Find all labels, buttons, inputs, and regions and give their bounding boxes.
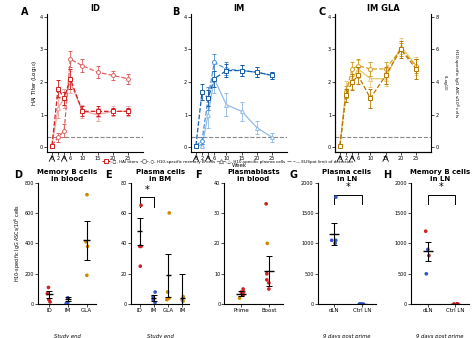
Point <box>179 294 187 299</box>
Point <box>84 244 91 249</box>
Point <box>165 210 173 216</box>
Point <box>265 286 273 292</box>
Point <box>163 297 171 302</box>
Y-axis label: H10-specific IgG ASCs/10$^6$ cells
(Log$_{10}$): H10-specific IgG ASCs/10$^6$ cells (Log$… <box>441 48 461 118</box>
Point <box>422 271 430 276</box>
Y-axis label: H10-specific IgG ASCs/10$^6$ cells: H10-specific IgG ASCs/10$^6$ cells <box>13 204 23 283</box>
Text: *: * <box>439 182 444 192</box>
Point <box>165 295 173 301</box>
Point <box>137 244 145 249</box>
Point <box>358 301 366 307</box>
Point <box>332 194 340 200</box>
Title: ID: ID <box>91 4 100 13</box>
Point <box>63 301 70 306</box>
Point <box>239 286 247 292</box>
Point <box>239 292 247 298</box>
Point <box>45 297 53 302</box>
Point <box>83 272 91 278</box>
Point <box>136 244 144 249</box>
Point <box>454 301 462 307</box>
Point <box>178 297 186 302</box>
Point <box>332 238 339 243</box>
Point <box>151 300 159 306</box>
Point <box>83 192 91 197</box>
Point <box>46 299 54 305</box>
Point <box>45 285 52 290</box>
Point <box>356 301 363 307</box>
Text: F: F <box>195 170 202 180</box>
Point <box>425 253 433 258</box>
Title: Plasma cells
in LN: Plasma cells in LN <box>322 169 372 182</box>
Point <box>240 289 247 295</box>
Text: B: B <box>172 7 180 17</box>
Point <box>356 301 364 307</box>
Point <box>424 247 432 252</box>
Text: *: * <box>346 182 351 192</box>
Point <box>137 202 145 208</box>
Legend: -□- HAI titers, -○- H10-specific memory B cells, -△- H10-specific plasma cells, : -□- HAI titers, -○- H10-specific memory … <box>100 158 355 165</box>
Point <box>265 280 273 286</box>
Title: Memory B cells
in blood: Memory B cells in blood <box>37 169 97 182</box>
Point <box>149 297 157 302</box>
Point <box>64 295 72 300</box>
Point <box>331 241 339 246</box>
Point <box>263 271 271 276</box>
Point <box>450 301 458 307</box>
Point <box>262 201 270 207</box>
Point <box>360 301 367 307</box>
Title: IM: IM <box>234 4 245 13</box>
Point <box>137 264 144 269</box>
Text: *: * <box>145 185 149 195</box>
Text: Study end: Study end <box>54 334 81 338</box>
Point <box>82 239 90 245</box>
Title: Memory B cells
in LN: Memory B cells in LN <box>410 169 470 182</box>
Y-axis label: HAI Titer (Log$_{10}$): HAI Titer (Log$_{10}$) <box>30 59 39 106</box>
Point <box>453 301 461 307</box>
Point <box>179 298 187 304</box>
Point <box>328 238 336 243</box>
Text: D: D <box>15 170 23 180</box>
Title: Plasmablasts
in blood: Plasmablasts in blood <box>227 169 280 182</box>
Point <box>237 289 245 295</box>
Point <box>151 289 159 295</box>
Point <box>44 291 51 296</box>
Point <box>263 277 271 283</box>
Text: A: A <box>20 7 28 17</box>
Point <box>236 295 244 301</box>
X-axis label: Week: Week <box>232 163 247 168</box>
Point <box>164 289 172 295</box>
Point <box>422 228 429 234</box>
Point <box>64 296 72 301</box>
Text: H: H <box>383 170 391 180</box>
Text: E: E <box>105 170 111 180</box>
Title: IM GLA: IM GLA <box>367 4 400 13</box>
Title: Plasma cells
in BM: Plasma cells in BM <box>136 169 185 182</box>
Text: C: C <box>318 7 325 17</box>
Point <box>454 301 461 307</box>
Point <box>149 294 157 299</box>
Point <box>64 300 72 306</box>
Text: Study end: Study end <box>147 334 174 338</box>
Text: 9 days post prime: 9 days post prime <box>416 334 464 338</box>
Text: G: G <box>290 170 298 180</box>
Point <box>264 241 271 246</box>
Text: 9 days post prime: 9 days post prime <box>323 334 371 338</box>
